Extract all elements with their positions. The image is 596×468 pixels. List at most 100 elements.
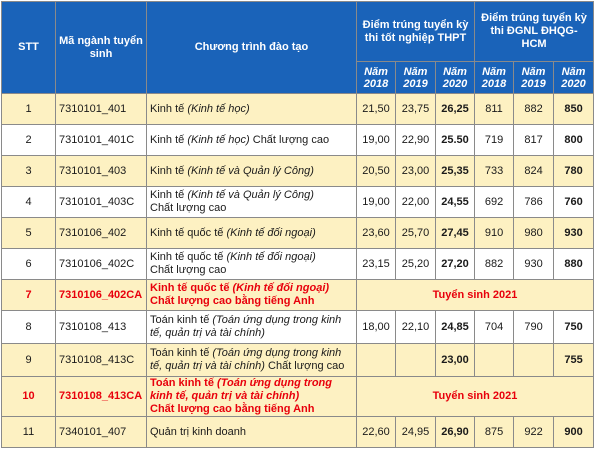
cell-score-dgnl: 824 [513,155,555,187]
cell-score-thpt: 22,00 [395,186,436,218]
cell-score-dgnl: 790 [513,310,555,344]
cell-stt: 5 [1,217,56,249]
program-name: Kinh tế quốc tế [150,226,227,239]
program-variant: Chất lượng cao [150,264,227,276]
table-header: STT Mã ngành tuyển sinh Chương trình đào… [1,1,595,94]
cell-score-thpt: 23,00 [395,155,436,187]
table-row: 9 7310108_413C Toán kinh tế (Toán ứng dụng… [1,343,595,377]
cell-score-dgnl: 922 [513,416,555,448]
table-body: 1 7310101_401 Kinh tế (Kinh tế học) 21,50 23… [1,93,595,448]
cell-score-dgnl: 882 [513,93,555,125]
program-name: Toán kinh tế [150,377,218,389]
cell-program: Kinh tế (Kinh tế học) [146,93,357,125]
program-specialization: (Kinh tế học) [187,102,250,115]
cell-score-dgnl: 817 [513,124,555,156]
program-variant: Chất lượng cao bằng tiếng Anh [150,403,315,415]
cell-score-dgnl: 882 [474,248,515,280]
program-specialization: (Toán ứng dụng trong kinh tế, quản trị v… [150,347,342,372]
header-year: Năm 2019 [395,61,436,94]
cell-score-dgnl: 750 [553,310,595,344]
table-row: 4 7310101_403C Kinh tế (Kinh tế và Quản lý… [1,186,595,218]
cell-score-thpt: 20,50 [356,155,396,187]
cell-score-thpt: 19,00 [356,186,396,218]
table-row: 2 7310101_401C Kinh tế (Kinh tế học) Chất … [1,124,595,156]
cell-major-code: 7340101_407 [55,416,147,448]
cell-score-thpt: 25,35 [434,155,476,187]
cell-score-thpt: 24,55 [434,186,476,218]
cell-major-code: 7310106_402C [55,248,147,280]
cell-notice: Tuyển sinh 2021 [355,376,595,417]
cell-stt: 3 [1,155,56,187]
cell-score-thpt [356,343,396,377]
table-row: 7 7310106_402CA Kinh tế quốc tế (Kinh tế đ… [1,279,595,311]
program-specialization: (Kinh tế học) [187,133,250,146]
cell-score-thpt: 27,20 [434,248,476,280]
cell-stt: 9 [1,343,56,377]
program-specialization: (Kinh tế đối ngoại) [232,282,330,294]
cell-score-thpt: 23,00 [434,343,476,377]
cell-stt: 4 [1,186,56,218]
cell-score-dgnl: 704 [474,310,515,344]
header-year: Năm 2020 [434,61,476,94]
cell-score-dgnl: 786 [513,186,555,218]
cell-score-dgnl: 875 [474,416,515,448]
program-name: Kinh tế [150,189,188,201]
cell-score-dgnl: 800 [553,124,595,156]
cell-score-dgnl: 980 [513,217,555,249]
cell-stt: 6 [1,248,56,280]
cell-program: Kinh tế (Kinh tế và Quản lý Công) [146,155,357,187]
header-program: Chương trình đào tạo [146,1,357,94]
table-row: 6 7310106_402C Kinh tế quốc tế (Kinh tế đố… [1,248,595,280]
cell-score-dgnl: 692 [474,186,515,218]
cell-program: Toán kinh tế (Toán ứng dụng trong kinh t… [146,310,357,344]
program-variant: Chất lượng cao bằng tiếng Anh [150,295,315,307]
cell-program: Kinh tế quốc tế (Kinh tế đối ngoại) Chất … [146,279,357,311]
cell-stt: 2 [1,124,56,156]
program-specialization: (Kinh tế và Quản lý Công) [187,164,314,177]
cell-stt: 8 [1,310,56,344]
program-name: Kinh tế quốc tế [150,251,227,263]
cell-score-thpt: 23,75 [395,93,436,125]
program-specialization: (Kinh tế đối ngoại) [226,226,316,239]
cell-score-dgnl: 930 [553,217,595,249]
cell-program: Kinh tế (Kinh tế và Quản lý Công) Chất lư… [146,186,357,218]
cell-score-thpt: 25.50 [434,124,476,156]
cell-score-thpt: 24,85 [434,310,476,344]
program-name: Toán kinh tế [150,347,213,359]
cell-major-code: 7310101_403C [55,186,147,218]
table-row: 10 7310108_413CA Toán kinh tế (Toán ứng dụ… [1,376,595,417]
cell-score-thpt: 21,50 [356,93,396,125]
program-specialization: (Kinh tế và Quản lý Công) [187,189,314,201]
cell-score-thpt: 25,20 [395,248,436,280]
header-code: Mã ngành tuyển sinh [55,1,147,94]
cell-program: Kinh tế (Kinh tế học) Chất lượng cao [146,124,357,156]
admission-score-table: STT Mã ngành tuyển sinh Chương trình đào… [1,1,595,448]
cell-major-code: 7310108_413CA [55,376,147,417]
cell-major-code: 7310108_413C [55,343,147,377]
cell-score-dgnl: 760 [553,186,595,218]
cell-program: Kinh tế quốc tế (Kinh tế đối ngoại) [146,217,357,249]
program-name: Toán kinh tế [150,314,213,326]
header-year: Năm 2018 [474,61,515,94]
cell-major-code: 7310106_402CA [55,279,147,311]
cell-major-code: 7310101_403 [55,155,147,187]
cell-score-thpt: 23,15 [356,248,396,280]
program-name: Kinh tế quốc tế [150,282,233,294]
program-variant: Chất lượng cao [150,202,227,214]
cell-score-dgnl: 755 [553,343,595,377]
header-dgnl-group: Điểm trúng tuyển kỳ thi ĐGNL ĐHQG-HCM [474,1,595,62]
cell-score-dgnl [474,343,515,377]
program-specialization: (Toán ứng dụng trong kinh tế, quản trị v… [150,377,332,402]
cell-stt: 11 [1,416,56,448]
cell-score-thpt: 27,45 [434,217,476,249]
cell-score-dgnl: 900 [553,416,595,448]
cell-major-code: 7310101_401 [55,93,147,125]
cell-score-dgnl: 930 [513,248,555,280]
cell-major-code: 7310108_413 [55,310,147,344]
cell-stt: 1 [1,93,56,125]
cell-score-dgnl: 910 [474,217,515,249]
header-year: Năm 2018 [356,61,396,94]
cell-score-dgnl [513,343,555,377]
cell-score-thpt: 22,10 [395,310,436,344]
program-specialization: (Toán ứng dụng trong kinh tế, quản trị v… [150,314,342,339]
